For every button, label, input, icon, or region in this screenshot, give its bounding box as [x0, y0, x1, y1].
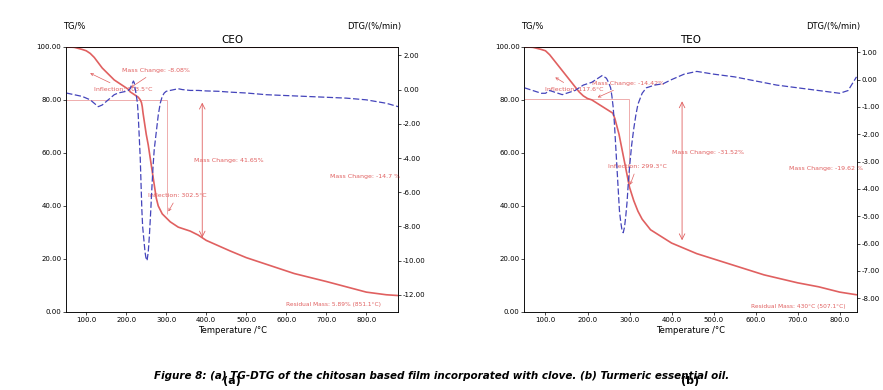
Text: Mass Change: -14.42%: Mass Change: -14.42% [592, 82, 664, 97]
Text: Mass Change: -8.08%: Mass Change: -8.08% [122, 68, 190, 87]
X-axis label: Temperature /°C: Temperature /°C [656, 326, 725, 335]
Text: Residual Mass: 5.89% (851.1°C): Residual Mass: 5.89% (851.1°C) [286, 301, 381, 307]
Text: Residual Mass: 430°C (507.1°C): Residual Mass: 430°C (507.1°C) [751, 304, 846, 309]
Text: Inflection: 103.5°C: Inflection: 103.5°C [91, 73, 153, 92]
Text: Inflection: 299.3°C: Inflection: 299.3°C [608, 164, 667, 184]
Text: Figure 8: (a) TG-DTG of the chitosan based film incorporated with clove. (b) Tur: Figure 8: (a) TG-DTG of the chitosan bas… [154, 371, 729, 381]
Text: (b): (b) [682, 376, 699, 386]
Text: Mass Change: -31.52%: Mass Change: -31.52% [672, 151, 743, 155]
Text: TG/%: TG/% [521, 22, 544, 31]
Text: Mass Change: 41.65%: Mass Change: 41.65% [194, 158, 264, 163]
Text: Mass Change: -14.7 %: Mass Change: -14.7 % [330, 174, 400, 179]
X-axis label: Temperature /°C: Temperature /°C [198, 326, 267, 335]
Text: DTG/(%/min): DTG/(%/min) [805, 22, 860, 31]
Title: CEO: CEO [221, 35, 244, 44]
Title: TEO: TEO [680, 35, 701, 44]
Text: (a): (a) [223, 376, 241, 386]
Text: Inflection: 117.6°C: Inflection: 117.6°C [546, 78, 604, 92]
Text: Mass Change: -19.62 %: Mass Change: -19.62 % [789, 166, 864, 171]
Text: TG/%: TG/% [63, 22, 86, 31]
Text: Inflection: 302.5°C: Inflection: 302.5°C [148, 193, 207, 211]
Text: DTG/(%/min): DTG/(%/min) [348, 22, 402, 31]
